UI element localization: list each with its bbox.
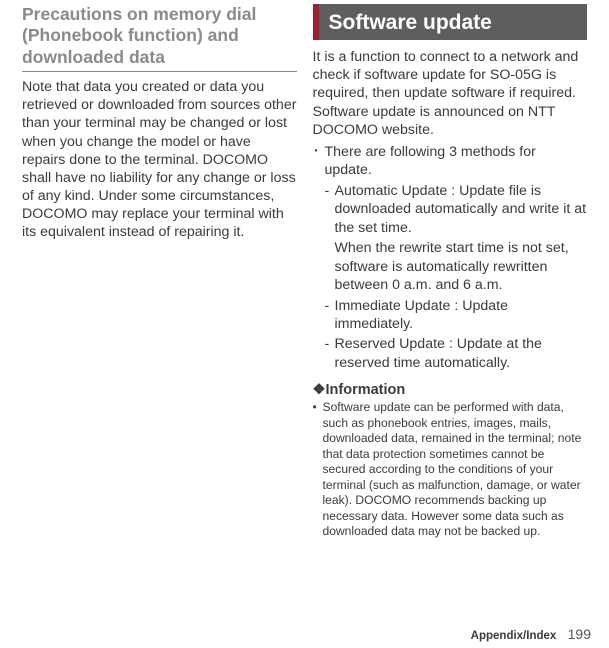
information-bullet: • Software update can be performed with … [313,400,588,539]
left-section-title: Precautions on memory dial (Phonebook fu… [22,4,297,72]
sub-content: Immediate Update : Update immediately. [335,297,588,334]
sub-item: - Reserved Update : Update at the reserv… [325,335,588,372]
sub-content: Reserved Update : Update at the reserved… [335,335,588,372]
footer-page-number: 199 [568,626,591,642]
bullet-dot-icon: ･ [313,143,325,180]
methods-line: ･ There are following 3 methods for upda… [313,143,588,180]
dash-icon: - [325,335,335,372]
sub-content: Automatic Update : Update file is downlo… [335,182,588,237]
software-update-header: Software update [313,4,588,40]
info-dot-icon: • [313,400,323,539]
information-heading: ❖Information [313,382,588,398]
methods-sublist: - Automatic Update : Update file is down… [313,182,588,373]
sub-extra: When the rewrite start time is not set, … [325,239,588,294]
sub-item: - Immediate Update : Update immediately. [325,297,588,334]
footer-section: Appendix/Index [471,630,557,642]
dash-icon: - [325,182,335,237]
information-body: Software update can be performed with da… [323,400,588,539]
dash-icon: - [325,297,335,334]
footer: Appendix/Index 199 [471,626,591,642]
sub-item: - Automatic Update : Update file is down… [325,182,588,237]
page: Precautions on memory dial (Phonebook fu… [0,0,609,648]
left-body-text: Note that data you created or data you r… [22,78,297,242]
methods-text: There are following 3 methods for update… [325,143,588,180]
update-intro: It is a function to connect to a network… [313,48,588,139]
left-column: Precautions on memory dial (Phonebook fu… [14,4,305,648]
right-column: Software update It is a function to conn… [305,4,596,648]
methods-bullet: ･ There are following 3 methods for upda… [313,143,588,372]
